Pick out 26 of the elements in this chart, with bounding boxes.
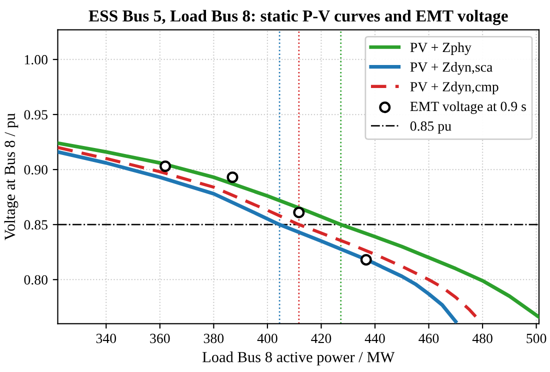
- point: [293, 206, 305, 218]
- x-tick-label: 360: [150, 334, 170, 344]
- legend-label: EMT voltage at 0.9 s: [410, 101, 526, 114]
- legend-label: PV + Zdyn,sca: [410, 62, 492, 75]
- y-tick-label: 0.80: [24, 275, 48, 285]
- legend-label: PV + Zdyn,cmp: [410, 82, 498, 94]
- y-tick-label: 1.00: [24, 55, 48, 64]
- y-tick-label: 0.85: [24, 220, 48, 230]
- x-tick-label: 440: [364, 334, 385, 344]
- chart-title: ESS Bus 5, Load Bus 8: static P-V curves and EMT voltage: [88, 10, 508, 26]
- y-axis-title: Voltage at Bus 8 / pu: [4, 113, 18, 240]
- x-tick-label: 340: [96, 334, 116, 344]
- x-tick-label: 500: [526, 334, 546, 344]
- x-tick-label: 460: [418, 334, 439, 344]
- x-tick-label: 380: [204, 334, 224, 344]
- x-tick-label: 400: [257, 334, 278, 344]
- x-tick-label: 480: [472, 334, 492, 344]
- y-tick-label: 0.95: [24, 110, 48, 120]
- point: [360, 254, 372, 266]
- x-tick-label: 420: [311, 334, 332, 344]
- point: [226, 171, 238, 184]
- y-tick-label: 0.90: [24, 165, 48, 175]
- point: [160, 160, 172, 172]
- legend-label: 0.85 pu: [410, 121, 452, 134]
- legend-label: PV + Zphy: [410, 42, 472, 55]
- x-axis-title: Load Bus 8 active power / MW: [202, 352, 395, 366]
